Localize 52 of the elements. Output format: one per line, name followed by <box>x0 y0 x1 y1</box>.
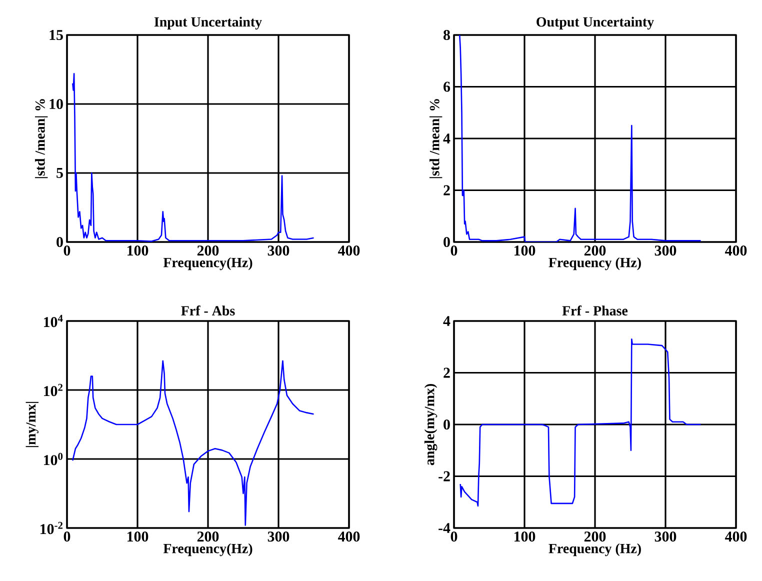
y-axis-title: angle(my/mx) <box>424 384 438 466</box>
y-axis-title: |std /mean| % <box>429 99 442 178</box>
x-axis-title: Frequency(Hz) <box>163 543 252 556</box>
x-tick-label: 200 <box>197 246 219 256</box>
x-axis-title: Frequency (Hz) <box>548 543 641 556</box>
y-tick-label: 10$^{-2}$ <box>40 522 63 534</box>
y-tick-label: 10$^{4}$ <box>44 314 63 328</box>
chart-title: Output Uncertainty <box>536 16 654 30</box>
x-axis-title: Frequency(Hz) <box>163 257 252 270</box>
y-tick-label: 2 <box>444 185 450 196</box>
y-tick-label: 0 <box>444 419 450 430</box>
x-tick-label: 0 <box>64 246 70 256</box>
x-tick-label: 200 <box>197 532 219 542</box>
y-axis-title: |std /mean| % <box>35 99 48 178</box>
y-tick-label: 4 <box>443 316 450 326</box>
y-tick-label: 10$^{0}$ <box>44 452 63 466</box>
x-tick-label: 400 <box>725 532 747 542</box>
y-tick-label: 10$^{2}$ <box>44 384 63 396</box>
x-tick-label: 400 <box>338 246 360 256</box>
x-tick-label: 0 <box>450 246 458 256</box>
y-tick-label: 10 <box>50 98 63 110</box>
x-tick-label: 100 <box>127 532 148 542</box>
y-tick-label: 6 <box>444 82 450 92</box>
y-tick-label: 0 <box>56 236 63 248</box>
y-tick-label: 15 <box>50 30 63 40</box>
x-tick-label: 400 <box>725 246 747 256</box>
x-tick-label: 300 <box>654 532 676 542</box>
x-tick-label: 100 <box>514 246 536 256</box>
x-tick-label: 0 <box>64 532 70 542</box>
x-tick-label: 300 <box>268 532 290 542</box>
chart-title: Frf - Phase <box>562 306 628 316</box>
x-tick-label: 200 <box>584 532 606 542</box>
x-tick-label: 200 <box>584 246 606 256</box>
y-tick-label: -2 <box>438 471 450 482</box>
x-tick-label: 100 <box>127 246 148 256</box>
y-tick-label: -4 <box>438 523 450 533</box>
line-series <box>458 34 702 242</box>
y-tick-label: 5 <box>56 168 63 178</box>
chart-title: Input Uncertainty <box>154 16 262 30</box>
x-tick-label: 400 <box>338 532 360 542</box>
y-tick-label: 8 <box>444 30 450 40</box>
x-axis-title: Frequency (Hz) <box>548 257 641 270</box>
line-series <box>72 360 314 526</box>
y-tick-label: 0 <box>444 236 450 248</box>
y-tick-label: 2 <box>444 368 450 378</box>
x-tick-label: 100 <box>514 532 536 542</box>
x-tick-label: 300 <box>654 246 676 256</box>
y-axis-title: |my/mx| <box>26 402 38 448</box>
chart-title: Frf - Abs <box>181 306 235 316</box>
x-tick-label: 300 <box>268 246 290 256</box>
y-tick-label: 4 <box>443 134 450 144</box>
x-tick-label: 0 <box>450 532 458 542</box>
